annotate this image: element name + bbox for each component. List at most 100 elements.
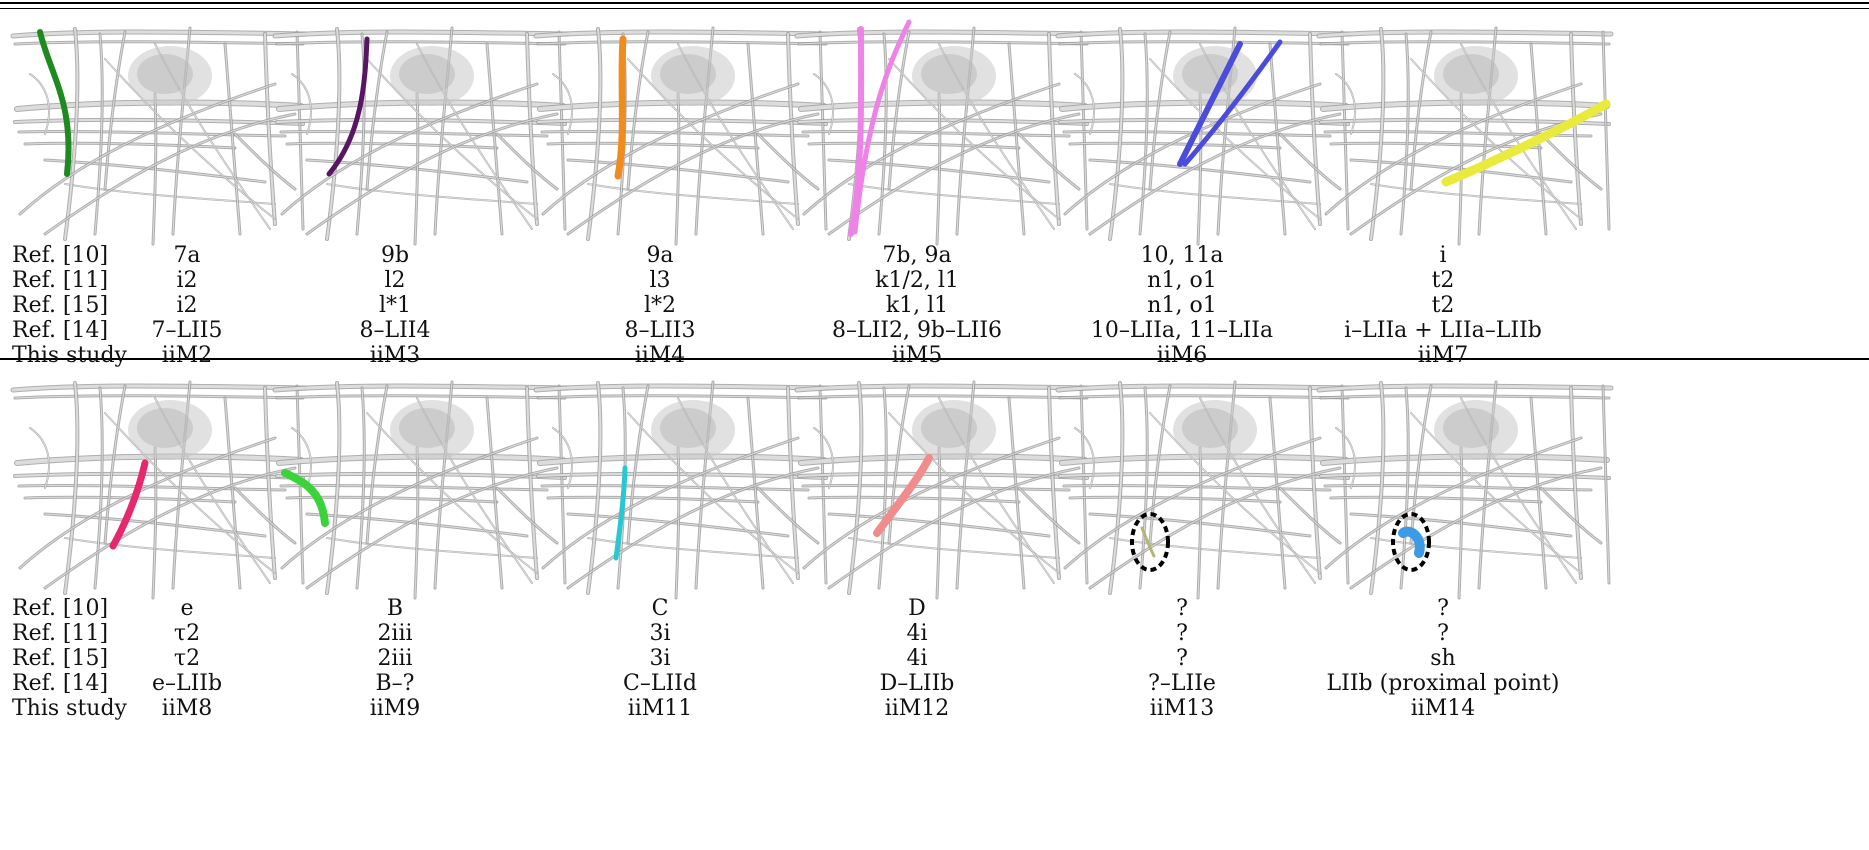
table-cell: n1, o1 xyxy=(1147,268,1217,293)
table-cell: sh xyxy=(1430,646,1456,671)
table-cell: iiM4 xyxy=(634,343,686,368)
table-cell: iiM12 xyxy=(884,696,950,721)
table-cell: 9a xyxy=(646,243,674,268)
row-label: Ref. [11] xyxy=(12,621,109,646)
reference-table: Ref. [10] 7a 9b 9a 7b, 9a 10, 11a i Ref. [11] i2… xyxy=(0,232,1869,368)
muscle-render-iiM6 xyxy=(1050,14,1355,254)
highlighted-muscle xyxy=(614,35,627,180)
table-cell: l3 xyxy=(649,268,671,293)
top-rule-thick xyxy=(0,2,1869,4)
table-cell: τ2 xyxy=(173,621,201,646)
table-cell: 4i xyxy=(906,621,928,646)
muscle-render-iiM9 xyxy=(267,368,572,608)
muscle-render-image xyxy=(10,26,308,246)
table-row: Ref. [14] e–LIIb B–? C–LIId D–LIIb ?–LIIe LIIb… xyxy=(0,670,1869,698)
table-cell: iiM6 xyxy=(1156,343,1208,368)
table-row: Ref. [15] τ2 2iii 3i 4i? sh xyxy=(0,645,1869,673)
table-cell: i–LIIa + LIIa–LIIb xyxy=(1344,318,1542,343)
table-cell: 3i xyxy=(649,621,671,646)
table-cell: n1, o1 xyxy=(1147,293,1217,318)
row-label: Ref. [15] xyxy=(12,293,109,318)
muscle-render-image xyxy=(794,19,1092,246)
muscle-render-image xyxy=(1055,26,1353,246)
table-row: This study iiM8 iiM9 iiM11 iiM12 iiM13 iiM14 xyxy=(0,695,1869,723)
muscle-render-iiM11 xyxy=(528,368,833,608)
dashed-circle-marker xyxy=(1130,512,1170,572)
muscle-render-iiM3 xyxy=(267,14,572,254)
muscle-render-image xyxy=(533,26,831,246)
table-cell: l*2 xyxy=(643,293,677,318)
highlighted-muscle xyxy=(848,26,865,237)
highlighted-muscle xyxy=(1140,526,1156,558)
table-cell: ? xyxy=(1437,621,1449,646)
muscle-render-image xyxy=(10,380,308,600)
table-cell: t2 xyxy=(1431,293,1455,318)
muscle-render-image xyxy=(272,26,570,246)
table-cell: 7b, 9a xyxy=(882,243,952,268)
muscle-render-image xyxy=(1316,380,1614,600)
highlighted-muscle xyxy=(1182,39,1283,167)
table-cell: iiM3 xyxy=(369,343,421,368)
table-cell: 4i xyxy=(906,646,928,671)
table-cell: 10, 11a xyxy=(1140,243,1224,268)
table-cell: 8–LII3 xyxy=(624,318,696,343)
table-row: Ref. [14] 7–LII5 8–LII4 8–LII3 8–LII2, 9b–LI… xyxy=(0,317,1869,345)
table-row: Ref. [10] 7a 9b 9a 7b, 9a 10, 11a i xyxy=(0,242,1869,270)
highlighted-muscle xyxy=(1398,526,1425,558)
table-cell: i xyxy=(1439,243,1447,268)
table-cell: τ2 xyxy=(173,646,201,671)
table-cell: i2 xyxy=(176,293,198,318)
table-cell: ? xyxy=(1176,621,1188,646)
table-cell: l2 xyxy=(384,268,406,293)
table-row: Ref. [15] i2 l*1 l*2 k1, l1 n1, o1 t2 xyxy=(0,292,1869,320)
table-cell: D xyxy=(908,596,926,621)
figure-block-1: Ref. [10] 7a 9b 9a 7b, 9a 10, 11a i Ref. [11] i2… xyxy=(0,14,1869,368)
table-cell: k1, l1 xyxy=(885,293,949,318)
row-label: This study xyxy=(12,343,127,368)
table-row: Ref. [11] i2 l2 l3 k1/2, l1 n1, o1 t2 xyxy=(0,267,1869,295)
table-row: Ref. [10] e B C D?? xyxy=(0,595,1869,623)
muscle-render-iiM13 xyxy=(1050,368,1355,608)
table-cell: ?–LIIe xyxy=(1148,671,1216,696)
table-cell: 8–LII2, 9b–LII6 xyxy=(831,318,1003,343)
highlighted-muscle xyxy=(1177,41,1243,167)
table-cell: 2iii xyxy=(377,646,413,671)
muscle-render-iiM12 xyxy=(789,368,1094,608)
table-cell: 7–LII5 xyxy=(151,318,223,343)
table-cell: LIIb (proximal point) xyxy=(1326,671,1560,696)
row-label: Ref. [14] xyxy=(12,318,109,343)
table-cell: l*1 xyxy=(378,293,412,318)
muscle-render-iiM14 xyxy=(1311,368,1616,608)
highlighted-muscle xyxy=(281,469,329,527)
row-label: Ref. [14] xyxy=(12,671,109,696)
muscle-render-iiM4 xyxy=(528,14,833,254)
row-label: Ref. [10] xyxy=(12,596,109,621)
muscle-render-image xyxy=(1316,26,1614,246)
table-cell: iiM14 xyxy=(1410,696,1476,721)
table-cell: iiM8 xyxy=(161,696,213,721)
table-cell: 10–LIIa, 11–LIIa xyxy=(1090,318,1274,343)
table-cell: iiM5 xyxy=(891,343,943,368)
table-cell: 7a xyxy=(173,243,201,268)
table-cell: B–? xyxy=(375,671,415,696)
highlighted-muscle xyxy=(326,36,370,177)
table-cell: e–LIIb xyxy=(151,671,223,696)
table-cell: B xyxy=(386,596,404,621)
highlighted-muscle xyxy=(109,459,149,550)
table-cell: t2 xyxy=(1431,268,1455,293)
muscle-render-iiM8 xyxy=(5,368,310,608)
image-row xyxy=(0,368,1869,608)
table-cell: iiM7 xyxy=(1417,343,1469,368)
table-cell: 8–LII4 xyxy=(359,318,431,343)
row-label: Ref. [15] xyxy=(12,646,109,671)
table-cell: ? xyxy=(1176,646,1188,671)
table-cell: 9b xyxy=(380,243,410,268)
highlighted-muscle xyxy=(873,454,933,537)
row-label: Ref. [11] xyxy=(12,268,109,293)
dashed-circle-marker xyxy=(1391,512,1431,572)
table-cell: iiM13 xyxy=(1149,696,1215,721)
row-label: This study xyxy=(12,696,127,721)
table-cell: iiM11 xyxy=(627,696,693,721)
muscle-render-iiM7 xyxy=(1311,14,1616,254)
highlighted-muscle xyxy=(37,29,72,177)
